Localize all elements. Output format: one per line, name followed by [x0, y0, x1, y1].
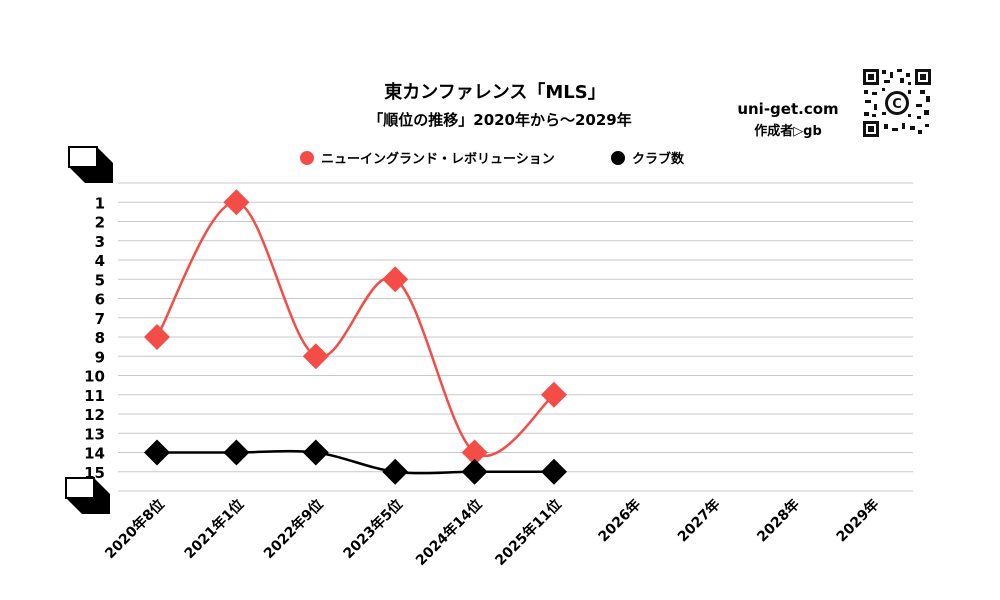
y-tick-label: 15	[84, 464, 105, 482]
chart-title: 東カンファレンス「MLS」	[384, 81, 605, 103]
data-point	[461, 439, 488, 466]
data-point	[382, 458, 409, 485]
x-tick-label: 2028年	[754, 496, 803, 545]
author-label: 作成者▷gb	[754, 124, 822, 139]
x-tick-label: 2029年	[833, 496, 882, 545]
y-tick-label: 3	[95, 233, 105, 251]
y-tick-label: 8	[95, 329, 105, 347]
corner-frame-bottom-face	[65, 477, 95, 499]
x-tick-label: 2024年14位	[412, 496, 485, 569]
y-tick-label: 9	[95, 348, 105, 366]
x-tick-label: 2022年9位	[260, 496, 326, 562]
x-tick-label: 2021年1位	[181, 496, 247, 562]
y-tick-label: 7	[95, 310, 105, 328]
data-point	[461, 458, 488, 485]
y-tick-label: 4	[95, 252, 105, 270]
data-point	[541, 381, 567, 408]
data-point	[144, 439, 170, 466]
x-tick-labels: 2020年8位 2021年1位 2022年9位 2023年5位 2024年14位 2025…	[102, 496, 883, 569]
y-tick-label: 2	[95, 214, 105, 232]
x-tick-label: 2023年5位	[340, 496, 406, 562]
chart-subtitle: 「順位の推移」2020年から～2029年	[368, 111, 632, 129]
x-tick-label: 2025年11位	[492, 496, 565, 569]
site-name[interactable]: uni-get.com	[737, 100, 839, 118]
y-tick-label: 13	[84, 425, 105, 443]
legend: ニューイングランド・レボリューション クラブ数	[300, 151, 685, 167]
svg-text:C: C	[892, 97, 902, 112]
data-point	[302, 343, 329, 370]
data-point	[223, 189, 250, 216]
data-point	[382, 266, 409, 293]
qr-code-icon: C	[862, 68, 932, 138]
data-point	[302, 439, 329, 466]
series-line	[155, 200, 555, 457]
branding: uni-get.com 作成者▷gb	[728, 100, 848, 139]
legend-marker	[300, 151, 314, 165]
legend-label: クラブ数	[632, 151, 685, 167]
corner-frame-bottom	[65, 477, 110, 514]
y-tick-label: 12	[84, 406, 105, 424]
y-tick-label: 11	[84, 387, 105, 405]
series-2	[144, 439, 567, 485]
y-tick-label: 6	[95, 291, 105, 309]
y-tick-label: 14	[84, 445, 105, 463]
legend-label: ニューイングランド・レボリューション	[321, 151, 555, 167]
corner-frame-top-face	[68, 146, 98, 168]
corner-frame-top	[68, 146, 113, 183]
series-1	[144, 189, 567, 466]
x-tick-label: 2026年	[595, 496, 644, 545]
y-tick-label: 1	[95, 194, 105, 212]
data-point	[541, 458, 567, 485]
legend-marker	[611, 151, 625, 165]
data-point	[223, 439, 250, 466]
x-tick-label: 2027年	[674, 496, 723, 545]
y-tick-label: 5	[95, 271, 105, 289]
x-tick-label: 2020年8位	[102, 496, 168, 562]
series-group	[144, 189, 567, 485]
y-tick-label: 10	[84, 368, 105, 386]
data-point	[144, 324, 170, 350]
